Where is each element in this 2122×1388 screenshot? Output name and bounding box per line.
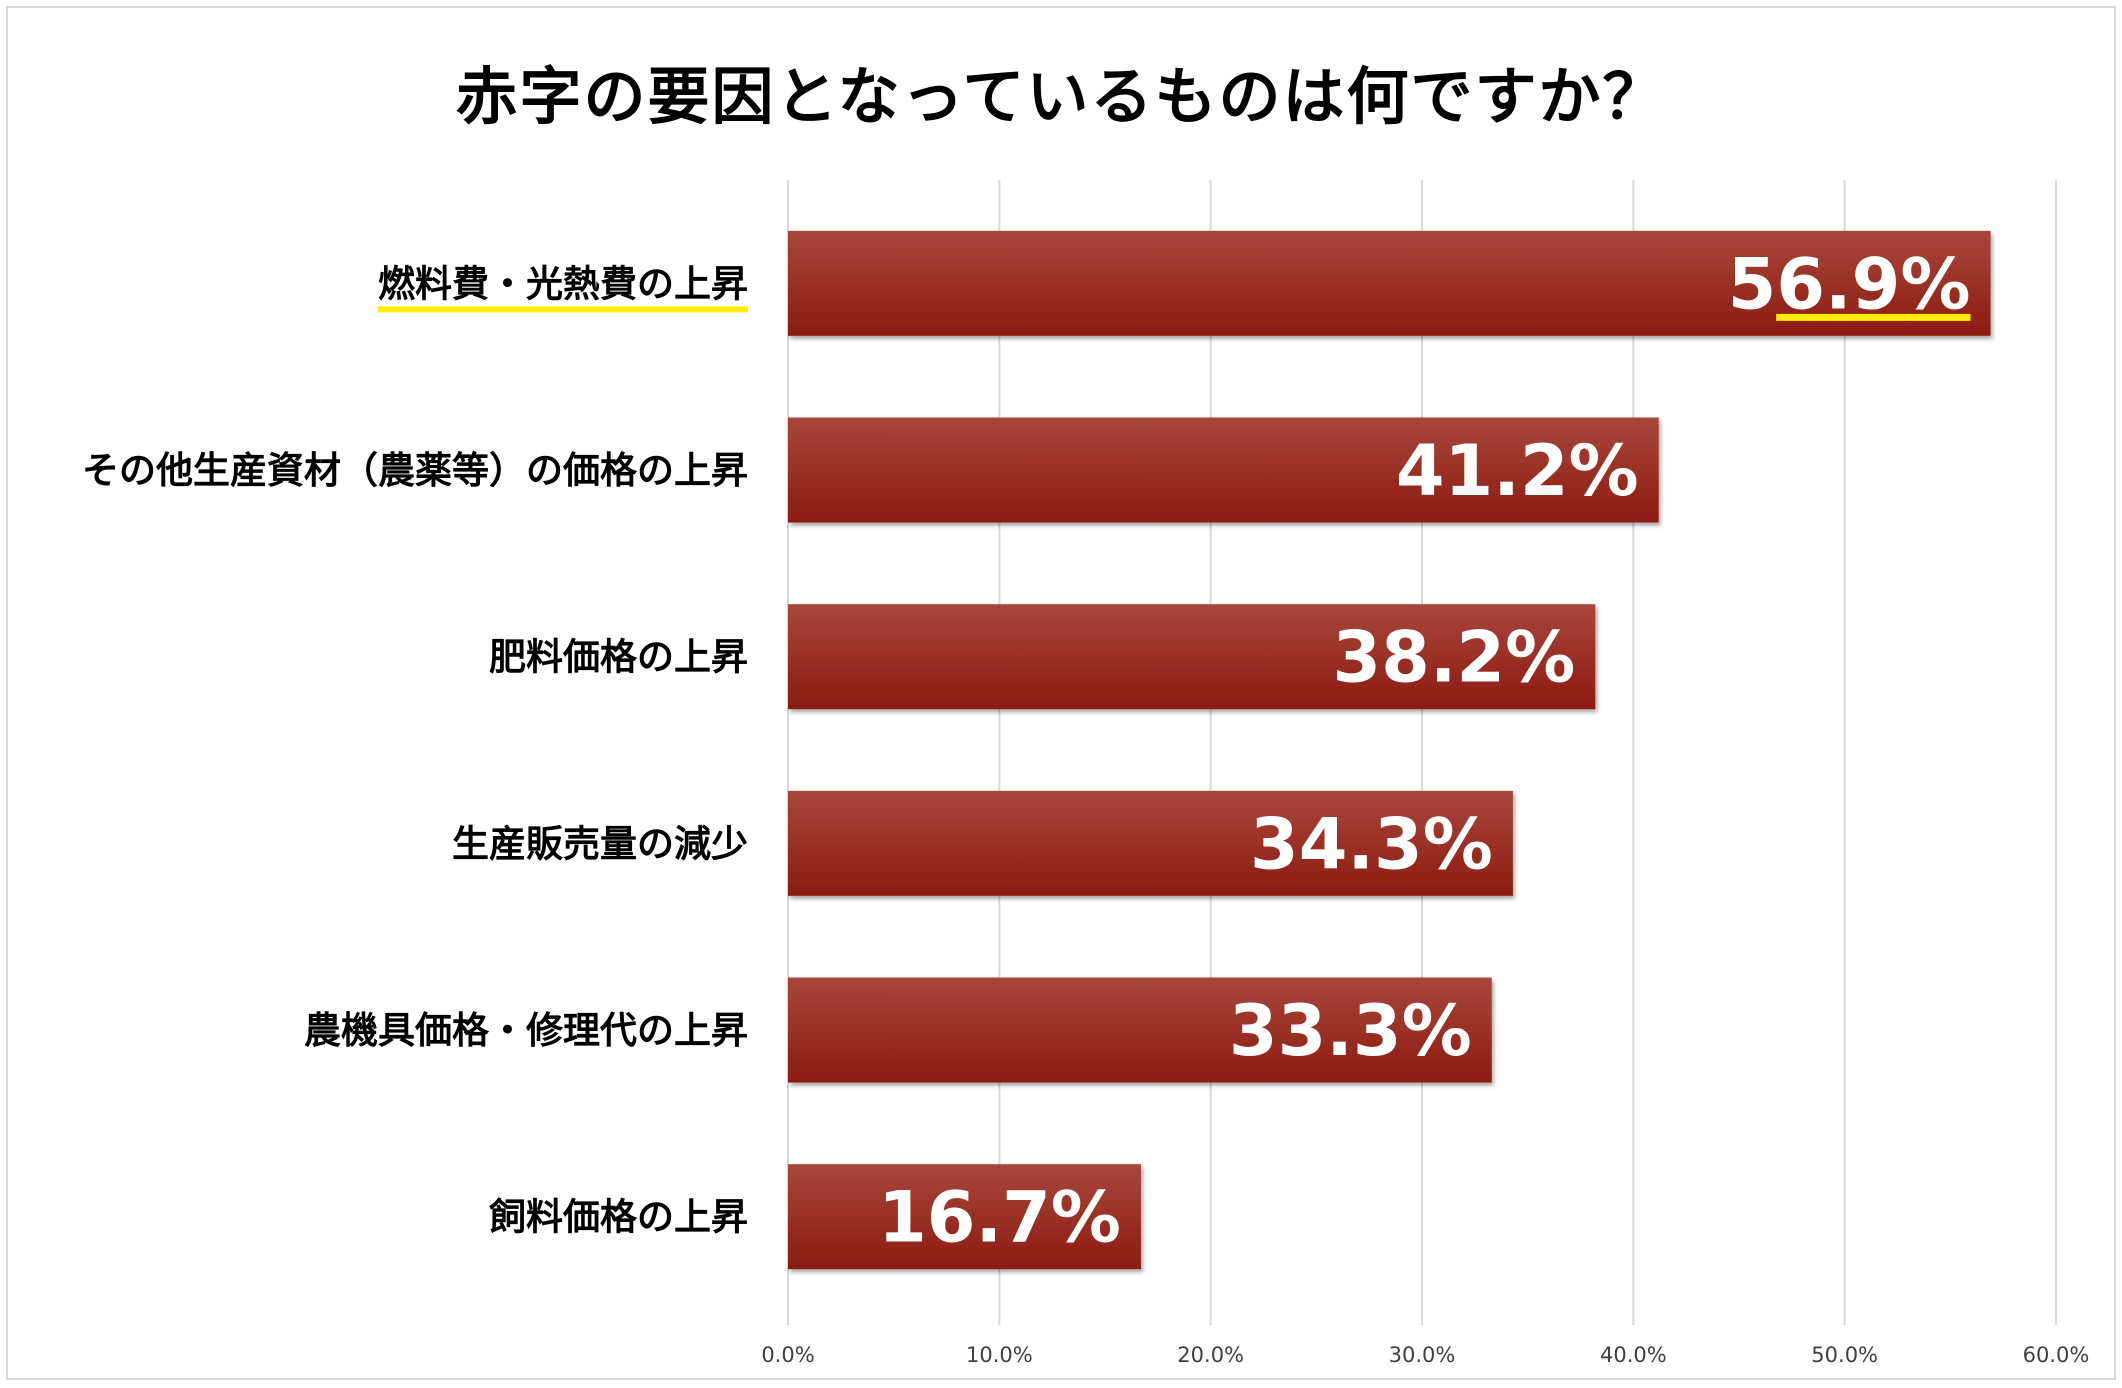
bar (788, 977, 1492, 1083)
x-tick-label: 50.0% (1811, 1343, 1878, 1367)
x-tick-label: 40.0% (1600, 1343, 1667, 1367)
bar (788, 604, 1596, 710)
x-tick-label: 20.0% (1177, 1343, 1244, 1367)
data-label: 34.3% (1250, 803, 1493, 885)
category-label: その他生産資材（農薬等）の価格の上昇 (82, 449, 748, 492)
data-label: 38.2% (1332, 617, 1575, 699)
x-tick-label: 60.0% (2023, 1343, 2090, 1367)
x-tick-label: 0.0% (761, 1343, 814, 1367)
data-label: 33.3% (1229, 990, 1472, 1072)
category-label: 生産販売量の減少 (452, 822, 748, 865)
data-label: 56.9% (1728, 243, 1971, 325)
x-tick-label: 30.0% (1389, 1343, 1456, 1367)
gridlines (787, 180, 2057, 1325)
data-label: 16.7% (878, 1177, 1121, 1259)
x-axis-tick-labels: 0.0% 10.0% 20.0% 30.0% 40.0% 50.0% 60.0% (761, 1343, 2089, 1367)
category-label: 農機具価格・修理代の上昇 (304, 1009, 748, 1052)
category-label: 飼料価格の上昇 (489, 1196, 748, 1239)
bar (788, 417, 1659, 523)
category-label: 肥料価格の上昇 (489, 636, 748, 679)
bars: 56.9% 41.2% 38.2% 34.3% 33.3% 16.7% (788, 230, 1991, 1270)
bar (788, 790, 1513, 896)
data-label: 41.2% (1396, 430, 1639, 512)
bar (788, 1164, 1141, 1270)
x-tick-label: 10.0% (966, 1343, 1033, 1367)
category-label: 燃料費・光熱費の上昇 (378, 262, 748, 305)
chart-title: 赤字の要因となっているものは何ですか？ (455, 60, 1667, 133)
category-labels: 燃料費・光熱費の上昇その他生産資材（農薬等）の価格の上昇肥料価格の上昇生産販売量… (82, 262, 748, 1239)
